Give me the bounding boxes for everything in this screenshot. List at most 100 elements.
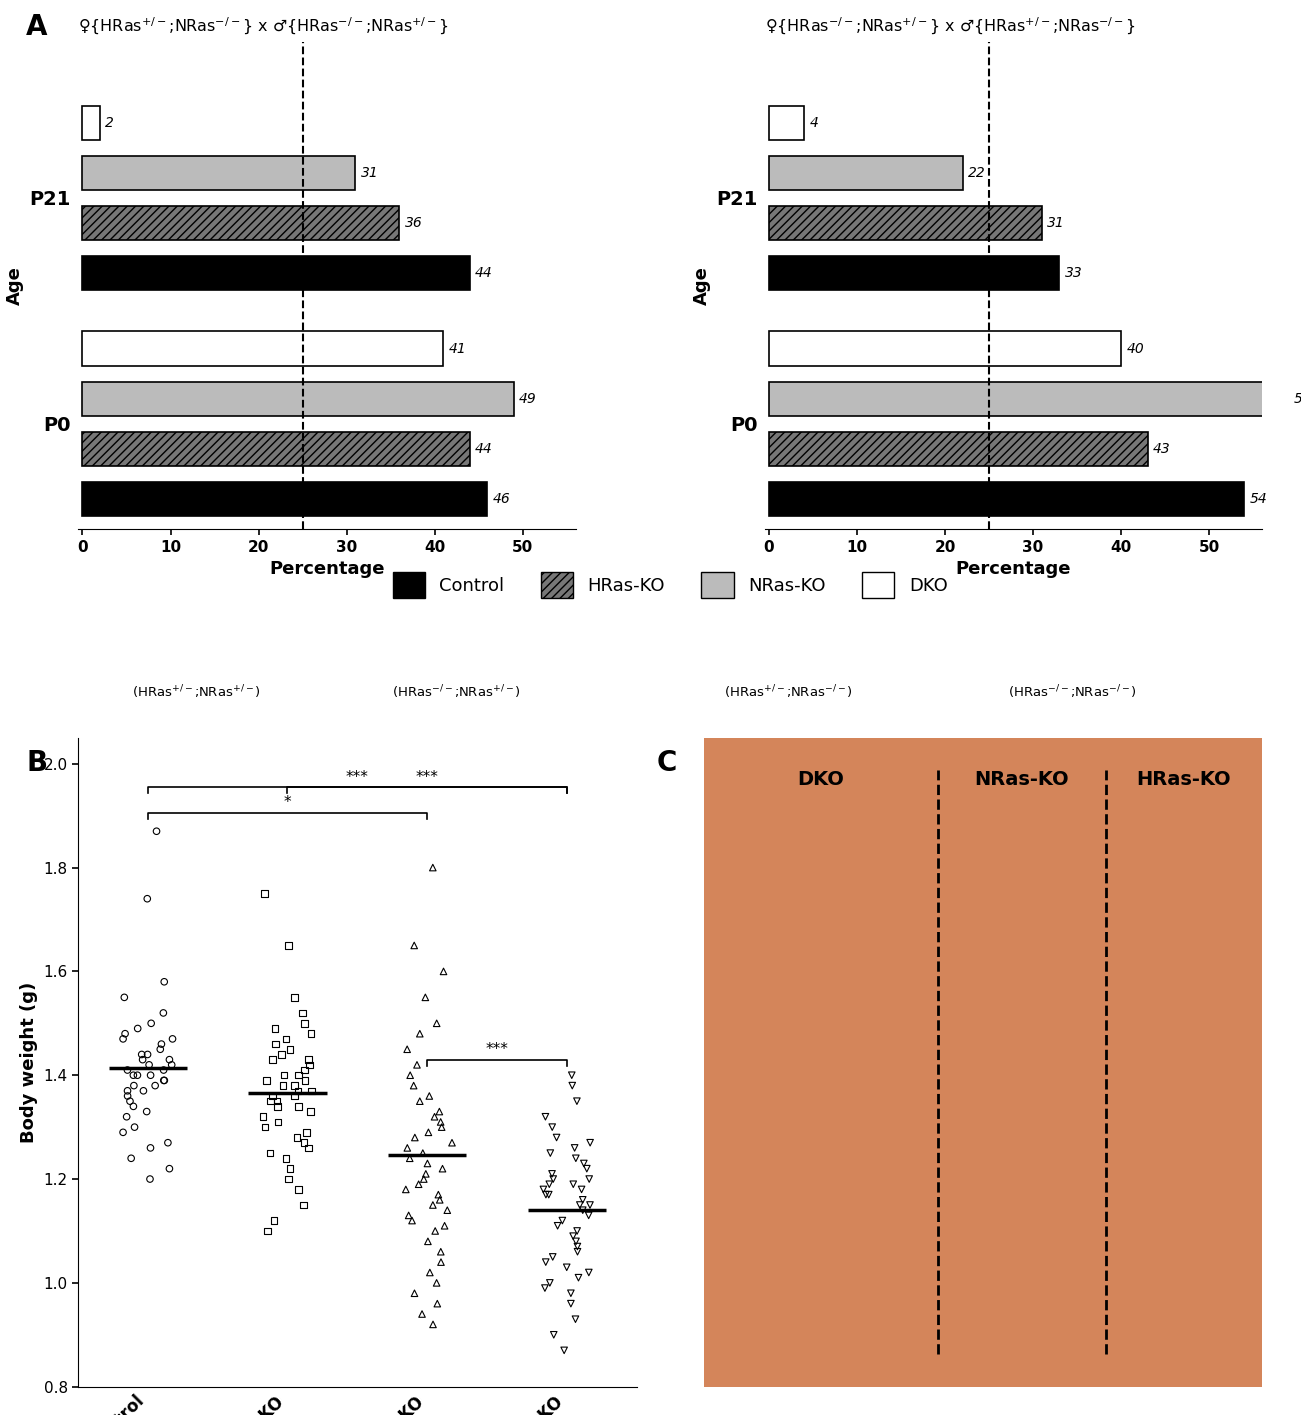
Text: 41: 41 — [449, 341, 467, 355]
Point — [272, 1074, 293, 1097]
Point — [154, 1070, 174, 1092]
Point — [546, 1126, 567, 1149]
Point — [399, 1064, 420, 1087]
Bar — [82, 432, 470, 466]
Point — [541, 1116, 562, 1139]
Point — [137, 1043, 157, 1065]
Point — [298, 1049, 319, 1071]
Bar — [82, 331, 444, 365]
Point — [256, 1070, 277, 1092]
Point — [293, 1002, 314, 1024]
Text: ***: *** — [346, 770, 368, 784]
Point — [151, 1033, 172, 1056]
Text: 43: 43 — [1153, 441, 1171, 456]
Point — [554, 1339, 575, 1361]
Bar — [769, 156, 963, 190]
Bar — [82, 156, 355, 190]
Point — [254, 882, 275, 904]
Y-axis label: Body weight (g): Body weight (g) — [20, 982, 38, 1143]
Text: 2: 2 — [105, 116, 114, 130]
Point — [418, 1121, 438, 1143]
Point — [410, 1023, 431, 1046]
Y-axis label: Age: Age — [7, 266, 25, 306]
Point — [299, 1054, 320, 1077]
Text: B: B — [26, 749, 47, 777]
Point — [288, 1080, 308, 1102]
Point — [294, 1132, 315, 1155]
Point — [563, 1225, 584, 1248]
Text: NRas-KO: NRas-KO — [974, 770, 1069, 790]
Point — [258, 1220, 278, 1242]
Text: 4: 4 — [809, 116, 818, 130]
Point — [562, 1074, 583, 1097]
Text: 36: 36 — [405, 216, 423, 231]
Point — [544, 1323, 565, 1346]
Point — [117, 1080, 138, 1102]
Point — [399, 1148, 420, 1170]
Point — [539, 1173, 559, 1196]
Point — [154, 971, 174, 993]
Point — [260, 1090, 281, 1112]
Point — [150, 1039, 170, 1061]
Point — [432, 1157, 453, 1180]
Point — [567, 1220, 588, 1242]
Text: ♀{HRas$^{+/-}$;NRas$^{-/-}$} x ♂{HRas$^{-/-}$;NRas$^{+/-}$}: ♀{HRas$^{+/-}$;NRas$^{-/-}$} x ♂{HRas$^{… — [78, 16, 449, 37]
Point — [535, 1105, 556, 1128]
Text: ***: *** — [485, 1041, 509, 1057]
Text: 44: 44 — [475, 266, 493, 280]
Point — [579, 1194, 600, 1217]
Point — [124, 1116, 144, 1139]
Point — [301, 1101, 321, 1124]
Point — [137, 887, 157, 910]
Text: 31: 31 — [1047, 216, 1066, 231]
Point — [260, 1142, 281, 1165]
Point — [263, 1085, 284, 1108]
Point — [541, 1163, 562, 1186]
Point — [548, 1214, 569, 1237]
Legend: Control, HRas-KO, NRas-KO, DKO: Control, HRas-KO, NRas-KO, DKO — [385, 565, 955, 606]
Point — [578, 1204, 598, 1227]
Point — [427, 1012, 448, 1034]
Point — [293, 1194, 314, 1217]
Point — [284, 1074, 304, 1097]
Text: HRas-KO: HRas-KO — [1137, 770, 1231, 790]
Point — [543, 1167, 563, 1190]
Point — [535, 1276, 556, 1299]
Point — [561, 1282, 582, 1305]
Point — [280, 1157, 301, 1180]
Point — [435, 1214, 455, 1237]
Point — [397, 1136, 418, 1159]
Point — [540, 1272, 561, 1295]
Point — [267, 1095, 288, 1118]
Y-axis label: Age: Age — [692, 266, 710, 306]
Point — [252, 1105, 273, 1128]
Point — [288, 1179, 308, 1201]
Point — [552, 1210, 572, 1232]
Text: (HRas$^{-/-}$;NRas$^{+/-}$): (HRas$^{-/-}$;NRas$^{+/-}$) — [393, 683, 522, 702]
Bar — [769, 256, 1059, 290]
Point — [576, 1157, 597, 1180]
Point — [407, 1054, 428, 1077]
Point — [398, 1204, 419, 1227]
Point — [424, 1105, 445, 1128]
Point — [288, 1064, 308, 1087]
Point — [431, 1116, 451, 1139]
Point — [415, 986, 436, 1009]
Point — [429, 1101, 450, 1124]
Point — [579, 1261, 600, 1283]
Bar — [769, 207, 1042, 241]
Point — [301, 1023, 321, 1046]
Point — [280, 1039, 301, 1061]
Point — [410, 1090, 431, 1112]
Point — [114, 986, 135, 1009]
Bar — [82, 382, 514, 416]
Point — [566, 1148, 587, 1170]
Point — [403, 934, 424, 957]
Point — [163, 1027, 183, 1050]
Point — [431, 1241, 451, 1264]
Bar — [82, 256, 470, 290]
Point — [543, 1245, 563, 1268]
Point — [431, 1111, 451, 1133]
Bar — [769, 483, 1244, 516]
Point — [288, 1095, 308, 1118]
